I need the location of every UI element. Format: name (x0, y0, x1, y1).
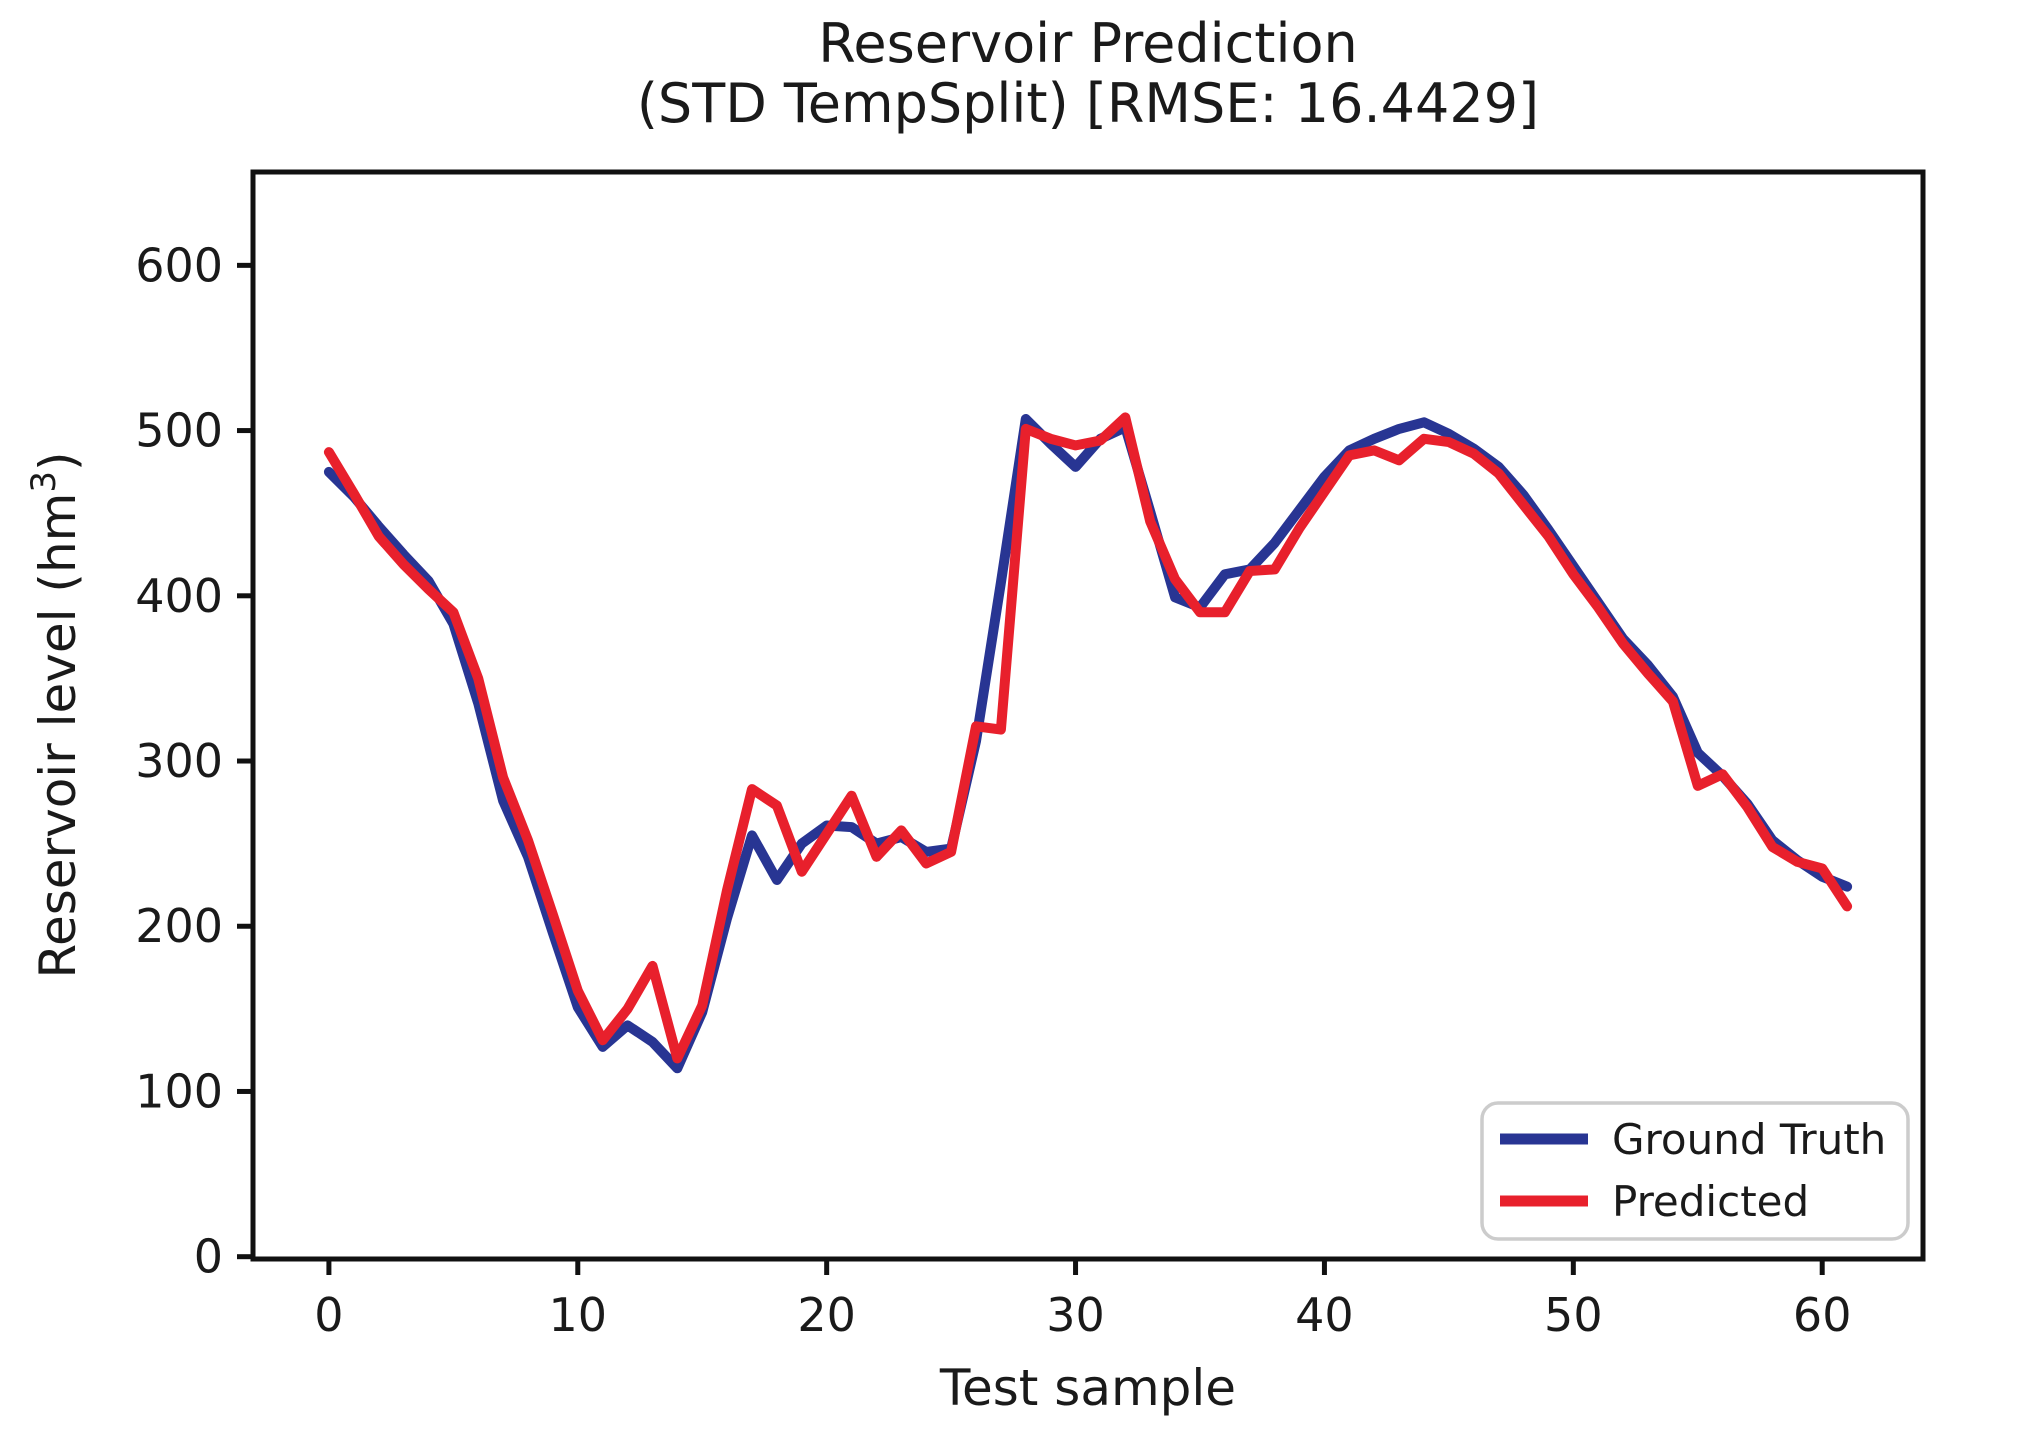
y-tick-label: 100 (135, 1064, 223, 1118)
x-tick-label: 0 (314, 1288, 343, 1342)
y-axis-label-close: ) (29, 452, 87, 472)
y-axis-ticks: 0 100 200 300 400 500 600 (135, 238, 253, 1284)
x-axis-ticks: 0 10 20 30 40 50 60 (314, 1259, 1851, 1342)
ground-truth-line (323, 414, 1853, 1074)
plot-border (250, 169, 1926, 1262)
y-tick-label: 500 (135, 404, 223, 458)
y-tick-label: 200 (135, 899, 223, 953)
chart-title: Reservoir Prediction (818, 12, 1358, 75)
legend: Ground Truth Predicted (1480, 1101, 1910, 1241)
y-tick-label: 400 (135, 569, 223, 623)
y-axis-label-main: Reservoir level (hm (29, 493, 87, 979)
y-tick-label: 600 (135, 238, 223, 292)
chart-subtitle: (STD TempSplit) [RMSE: 16.4429] (637, 72, 1539, 135)
x-tick-label: 40 (1295, 1288, 1354, 1342)
x-axis-label: Test sample (939, 1359, 1236, 1417)
x-tick-label: 30 (1046, 1288, 1105, 1342)
x-tick-label: 60 (1793, 1288, 1852, 1342)
x-tick-label: 10 (549, 1288, 608, 1342)
predicted-line (323, 412, 1853, 1064)
series-lines (323, 412, 1853, 1074)
y-tick-label: 0 (194, 1230, 223, 1284)
legend-box (1480, 1101, 1910, 1241)
x-tick-label: 20 (797, 1288, 856, 1342)
y-axis-label: Reservoir level (hm3) (24, 452, 87, 979)
x-tick-label: 50 (1544, 1288, 1603, 1342)
legend-label-predicted: Predicted (1612, 1177, 1809, 1226)
y-axis-label-superscript: 3 (24, 471, 64, 493)
y-tick-label: 300 (135, 734, 223, 788)
legend-label-ground-truth: Ground Truth (1612, 1115, 1886, 1164)
